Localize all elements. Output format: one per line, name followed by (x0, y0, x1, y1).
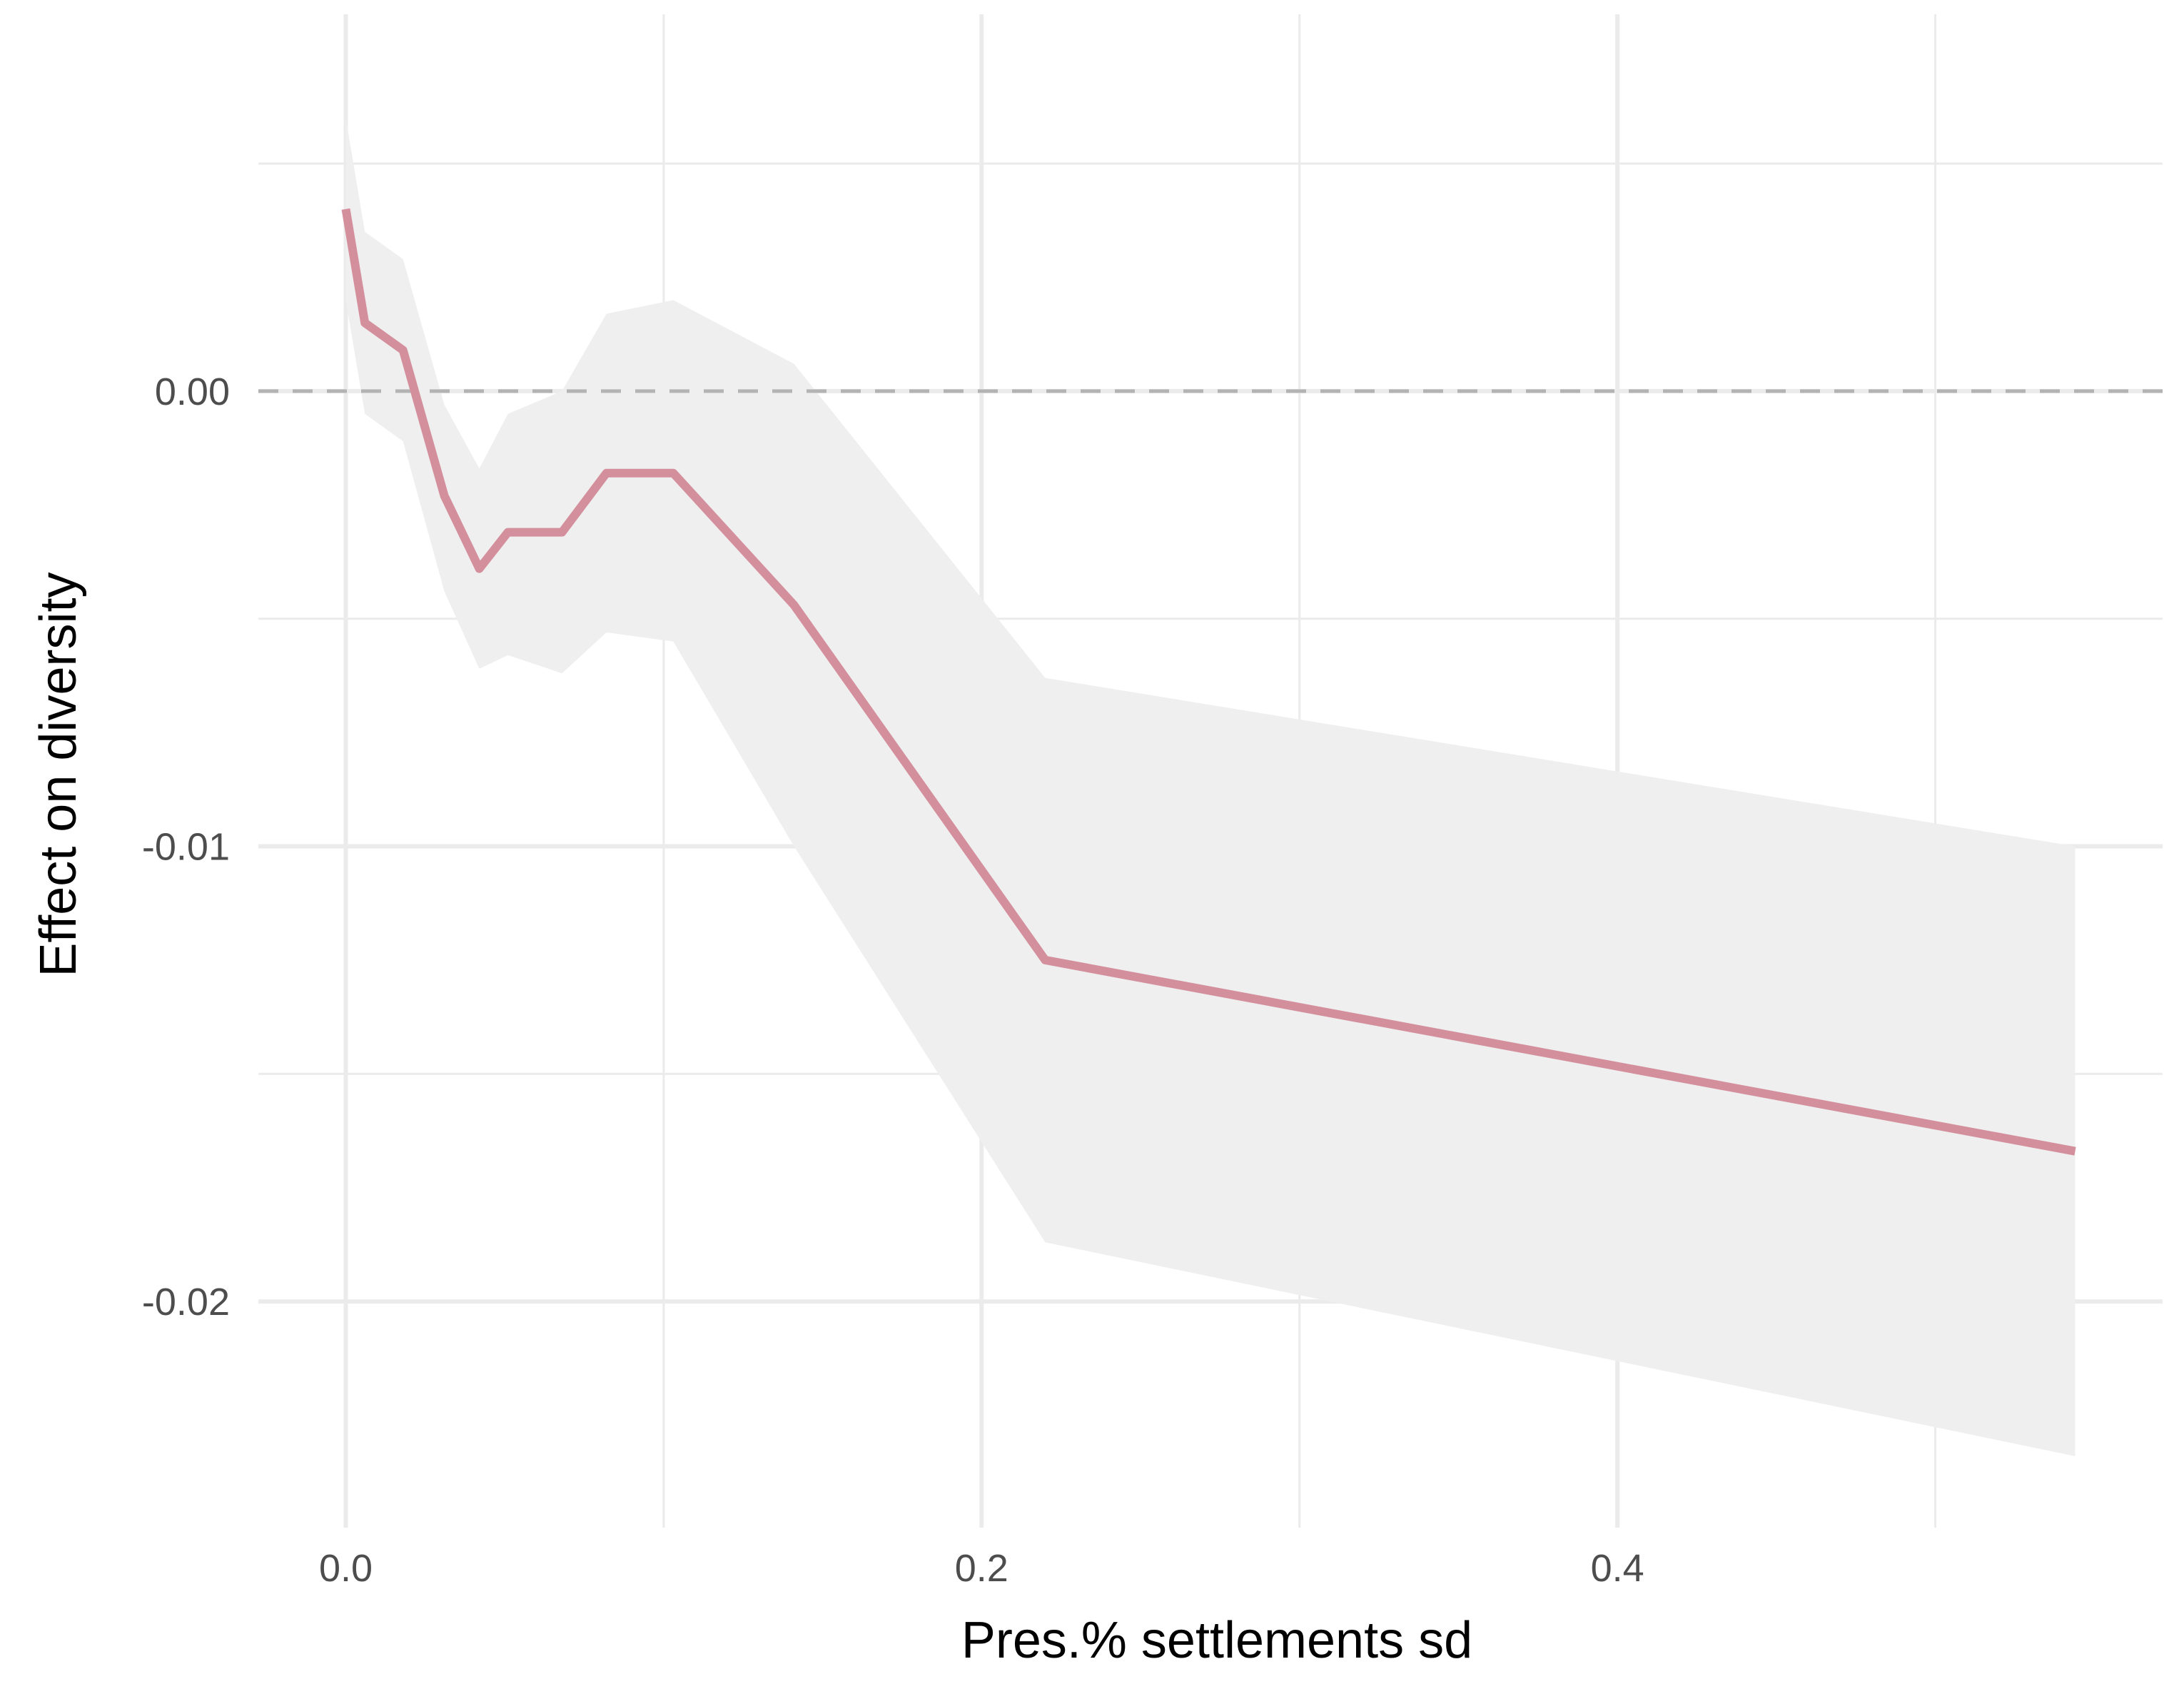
y-tick-label: 0.00 (155, 370, 230, 413)
confidence-band-layer (345, 118, 2076, 1456)
confidence-band (345, 118, 2076, 1456)
y-tick-labels: 0.00 -0.01 -0.02 (142, 370, 230, 1324)
effect-line-layer (341, 208, 2076, 1156)
x-tick-label: 0.4 (1591, 1547, 1644, 1590)
effect-line (341, 208, 2076, 1156)
x-tick-labels: 0.0 0.2 0.4 (319, 1547, 1644, 1590)
x-tick-label: 0.2 (955, 1547, 1008, 1590)
y-axis-title: Effect on diversity (30, 573, 87, 977)
y-tick-label: -0.02 (142, 1281, 230, 1324)
x-axis-title: Pres.% settlements sd (961, 1612, 1472, 1669)
x-tick-label: 0.0 (319, 1547, 373, 1590)
y-tick-label: -0.01 (142, 826, 230, 869)
